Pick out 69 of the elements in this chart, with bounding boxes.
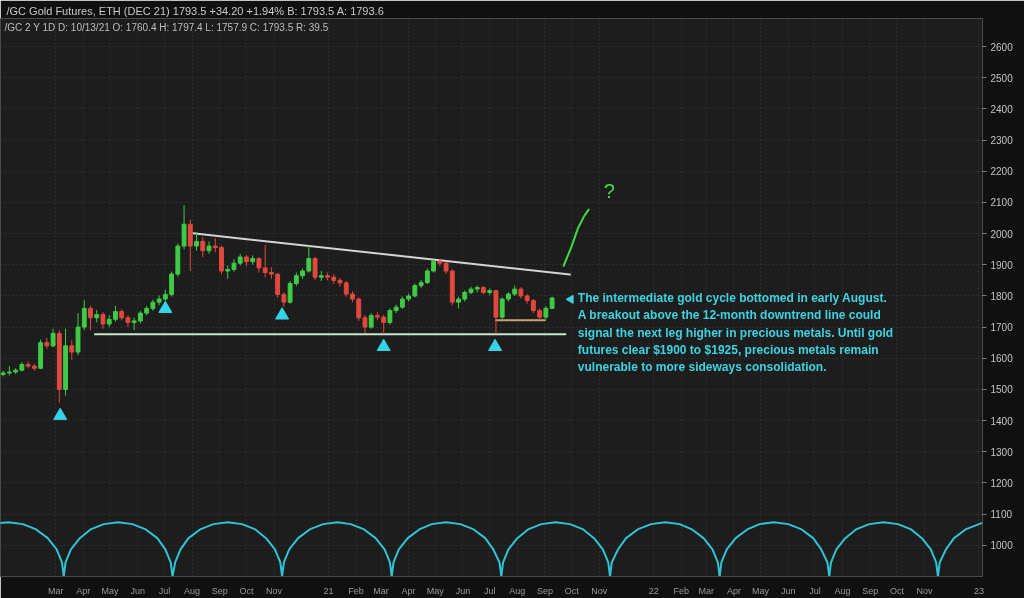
y-tick-label: 2600 [990,41,1014,53]
x-tick-label: Jun [455,585,471,596]
candlestick [362,314,368,334]
chart-subtitle: /GC 2 Y 1D D: 10/13/21 O: 1760.4 H: 1797.4 L: 1757.9 C: 1793.5 R: 39.5 [4,21,329,33]
x-tick-label: Jun [780,585,796,596]
x-tick-label: Apr [726,585,741,596]
x-tick-label: Jul [483,585,496,596]
x-tick-label: Aug [509,585,526,596]
y-tick-label: 1700 [990,322,1014,334]
candlestick [312,256,318,281]
x-tick-label: Sep [862,585,879,596]
x-tick-label: Oct [564,585,580,596]
x-tick-label: Mar [698,585,715,596]
point [488,338,503,352]
y-tick-label: 1200 [990,477,1014,489]
point [275,307,290,320]
x-tick-label: Apr [401,585,416,596]
point [53,407,68,420]
point [376,338,391,352]
x-tick-label: Nov [916,585,934,596]
y-tick-label: 2100 [990,197,1014,209]
line-series [562,208,590,267]
y-tick-label: 1500 [990,384,1014,396]
x-tick-label: May [752,585,770,596]
x-tick-label: Oct [889,585,905,596]
candlestick [50,328,56,348]
candlestick [187,219,193,272]
y-tick-label: 1600 [990,353,1014,365]
annotation: The intermediate gold cycle bottomed in early August. A breakout above the 12-month downtrend line could signal the next leg higher in precious metals. Until gold futures clear $1900 to $1925, precious metals remain vulnerable to more sideways consolidation. [577,291,894,374]
x-tick-label: Feb [348,585,364,596]
y-tick-label: 2000 [990,228,1014,240]
x-tick-label: Oct [239,585,254,596]
candlestick [88,305,93,331]
x-tick-label: Jul [809,585,821,596]
y-tick-label: 1300 [990,446,1014,458]
annotation: ? [603,180,615,203]
x-tick-label: Aug [834,585,851,596]
x-tick-label: May [101,585,120,596]
x-tick-label: Nov [266,585,283,596]
x-tick-label: May [426,585,445,596]
x-tick-label: Feb [673,585,690,596]
y-tick-label: 2300 [990,135,1014,147]
x-tick-label: Mar [373,585,389,596]
x-tick-label: Aug [184,585,201,596]
candlestick [200,236,206,258]
x-tick-label: 22 [648,585,659,596]
y-tick-label: 1400 [990,415,1014,427]
y-tick-label: 1100 [990,509,1013,521]
x-tick-label: 21 [323,585,334,596]
x-tick-label: 23 [973,585,984,596]
x-tick-label: Nov [591,585,608,596]
candlestick [69,339,75,361]
y-tick-label: 2400 [990,103,1014,115]
x-tick-label: Sep [536,585,553,596]
candlestick [125,314,131,328]
chart-title: /GC Gold Futures, ETH (DEC 21) 1793.5 +34.20 +1.94% B: 1793.5 A: 1793.6 [6,5,384,17]
candlestick [206,240,212,255]
x-tick-label: Jun [130,585,145,596]
y-tick-label: 1900 [990,259,1014,271]
x-tick-label: Apr [76,585,91,596]
y-tick-label: 2200 [990,166,1014,178]
y-tick-label: 1000 [990,540,1014,552]
x-tick-label: Mar [48,585,64,596]
y-tick-label: 2500 [990,72,1014,84]
y-tick-label: 1800 [990,290,1014,302]
x-tick-label: Sep [211,585,228,596]
point [158,300,173,313]
candlestick [194,231,199,252]
x-tick-label: Jul [158,585,171,596]
